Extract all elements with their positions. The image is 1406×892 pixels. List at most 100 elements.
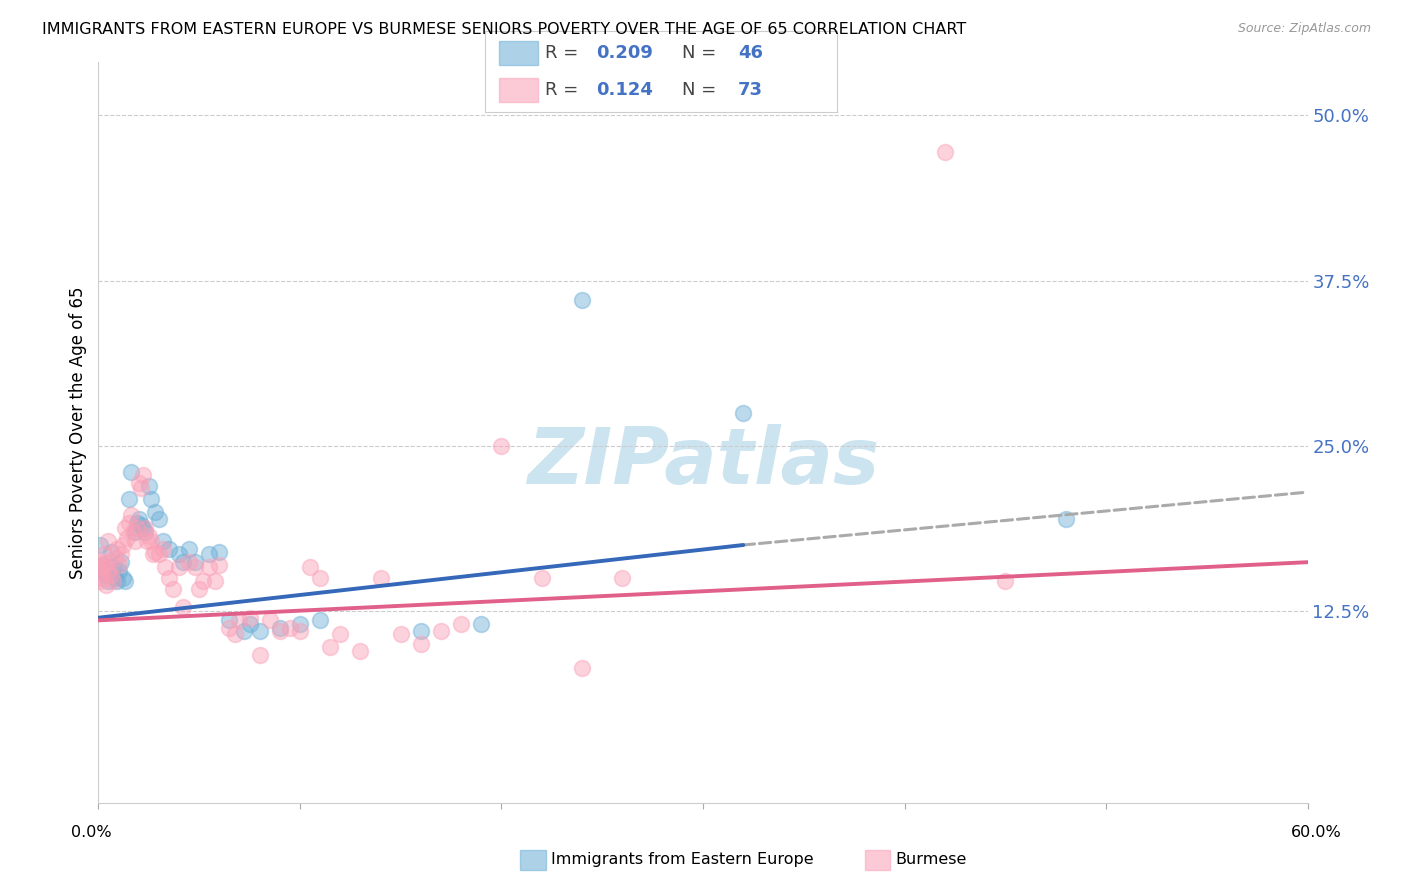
Text: Burmese: Burmese xyxy=(896,853,967,867)
Point xyxy=(89,538,111,552)
Point xyxy=(107,565,129,579)
Point xyxy=(115,532,138,546)
Point xyxy=(269,624,291,638)
Point xyxy=(204,574,226,588)
Point xyxy=(198,547,221,561)
Point xyxy=(111,538,134,552)
Point xyxy=(134,524,156,539)
Point xyxy=(89,574,111,588)
Text: 46: 46 xyxy=(738,44,763,62)
Point xyxy=(470,617,492,632)
Point xyxy=(143,544,166,558)
Point xyxy=(118,516,141,530)
Y-axis label: Seniors Poverty Over the Age of 65: Seniors Poverty Over the Age of 65 xyxy=(69,286,87,579)
Point xyxy=(105,574,128,588)
Point xyxy=(135,534,157,549)
Point xyxy=(208,544,231,558)
Point xyxy=(309,613,332,627)
Point xyxy=(162,582,184,596)
Text: IMMIGRANTS FROM EASTERN EUROPE VS BURMESE SENIORS POVERTY OVER THE AGE OF 65 COR: IMMIGRANTS FROM EASTERN EUROPE VS BURMES… xyxy=(42,22,966,37)
Point xyxy=(96,577,118,591)
Point xyxy=(370,571,392,585)
Point xyxy=(239,611,262,625)
Point xyxy=(89,555,111,569)
Point xyxy=(93,565,115,579)
Point xyxy=(103,571,125,585)
Point xyxy=(124,534,146,549)
Point xyxy=(107,558,129,572)
Point xyxy=(91,558,114,572)
Point xyxy=(319,640,342,654)
Text: R =: R = xyxy=(544,44,583,62)
Point xyxy=(167,547,190,561)
Point xyxy=(128,511,150,525)
Point xyxy=(733,406,755,420)
Point xyxy=(148,511,170,525)
Point xyxy=(93,560,115,574)
Point xyxy=(97,565,120,579)
Point xyxy=(1054,511,1077,525)
Point xyxy=(143,505,166,519)
Point xyxy=(148,547,170,561)
Point xyxy=(198,560,221,574)
Text: 60.0%: 60.0% xyxy=(1291,825,1341,839)
Point xyxy=(218,621,240,635)
Point xyxy=(994,574,1017,588)
Point xyxy=(409,624,432,638)
Point xyxy=(259,613,281,627)
Point xyxy=(232,624,254,638)
FancyBboxPatch shape xyxy=(499,41,537,65)
Point xyxy=(125,521,148,535)
Point xyxy=(111,571,134,585)
Point xyxy=(269,621,291,635)
Point xyxy=(97,574,120,588)
Point xyxy=(349,644,371,658)
Text: 0.0%: 0.0% xyxy=(72,825,111,839)
Point xyxy=(184,555,207,569)
Point xyxy=(128,475,150,490)
Point xyxy=(299,560,322,574)
Point xyxy=(139,534,162,549)
Point xyxy=(91,560,114,574)
Point xyxy=(167,560,190,574)
Text: R =: R = xyxy=(544,81,583,99)
Point xyxy=(329,626,352,640)
Text: N =: N = xyxy=(682,44,721,62)
Point xyxy=(571,661,593,675)
Point xyxy=(179,541,201,556)
Point xyxy=(288,617,311,632)
Text: Immigrants from Eastern Europe: Immigrants from Eastern Europe xyxy=(551,853,814,867)
Point xyxy=(228,613,250,627)
Point xyxy=(120,508,142,522)
Point xyxy=(114,574,136,588)
Point xyxy=(125,516,148,530)
Point xyxy=(129,481,152,495)
Point xyxy=(249,648,271,662)
Point xyxy=(93,547,115,561)
Point xyxy=(218,613,240,627)
Point xyxy=(91,571,114,585)
Point xyxy=(129,518,152,533)
Point xyxy=(224,626,246,640)
Point xyxy=(134,521,156,535)
Point xyxy=(132,467,155,482)
Point xyxy=(124,524,146,539)
Point xyxy=(188,582,211,596)
Point xyxy=(278,621,301,635)
Point xyxy=(101,574,124,588)
Point xyxy=(138,478,160,492)
Point xyxy=(612,571,634,585)
Point xyxy=(114,521,136,535)
Point xyxy=(110,555,132,569)
Text: N =: N = xyxy=(682,81,721,99)
Point xyxy=(409,637,432,651)
Point xyxy=(132,521,155,535)
Point xyxy=(179,555,201,569)
Point xyxy=(934,145,956,160)
Point xyxy=(530,571,553,585)
Point xyxy=(152,541,174,556)
Point xyxy=(142,547,165,561)
Point xyxy=(153,560,176,574)
Point xyxy=(239,617,262,632)
Point xyxy=(389,626,412,640)
